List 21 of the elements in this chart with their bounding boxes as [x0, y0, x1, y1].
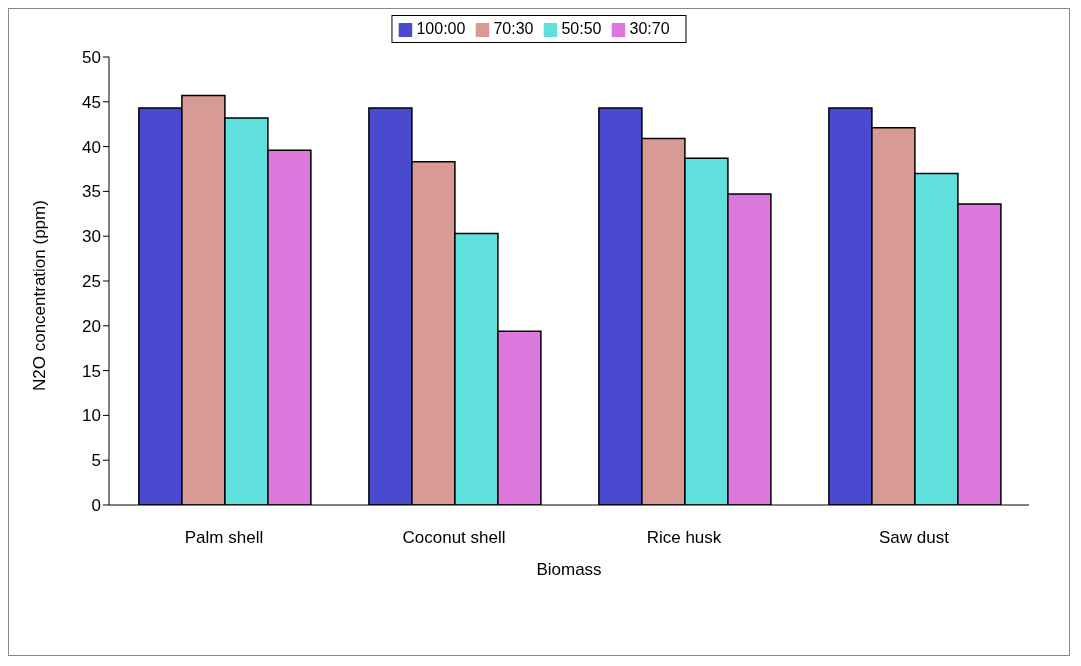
y-tick-label: 0	[91, 496, 101, 516]
y-tick-label: 25	[82, 272, 101, 292]
y-tick-label: 35	[82, 182, 101, 202]
x-tick-label: Saw dust	[879, 528, 950, 548]
x-tick-label: Coconut shell	[402, 528, 506, 548]
x-tick-label: Rice husk	[646, 528, 722, 548]
x-axis-title: Biomass	[536, 560, 602, 579]
legend-label: 30:70	[629, 20, 670, 37]
legend-label: 50:50	[561, 20, 602, 37]
y-tick-label: 40	[82, 137, 101, 157]
y-axis-title: N2O concentration (ppm)	[30, 200, 50, 391]
y-tick-label: 50	[82, 48, 101, 68]
legend-label: 100:00	[416, 20, 466, 37]
y-tick-label: 20	[82, 316, 101, 336]
y-tick-label: 45	[82, 92, 101, 112]
legend-label: 70:30	[493, 20, 534, 37]
y-tick-label: 30	[82, 227, 101, 247]
y-tick-label: 10	[82, 406, 101, 426]
y-tick-label: 5	[91, 451, 101, 471]
x-tick-label: Palm shell	[184, 528, 264, 548]
y-tick-label: 15	[82, 361, 101, 381]
